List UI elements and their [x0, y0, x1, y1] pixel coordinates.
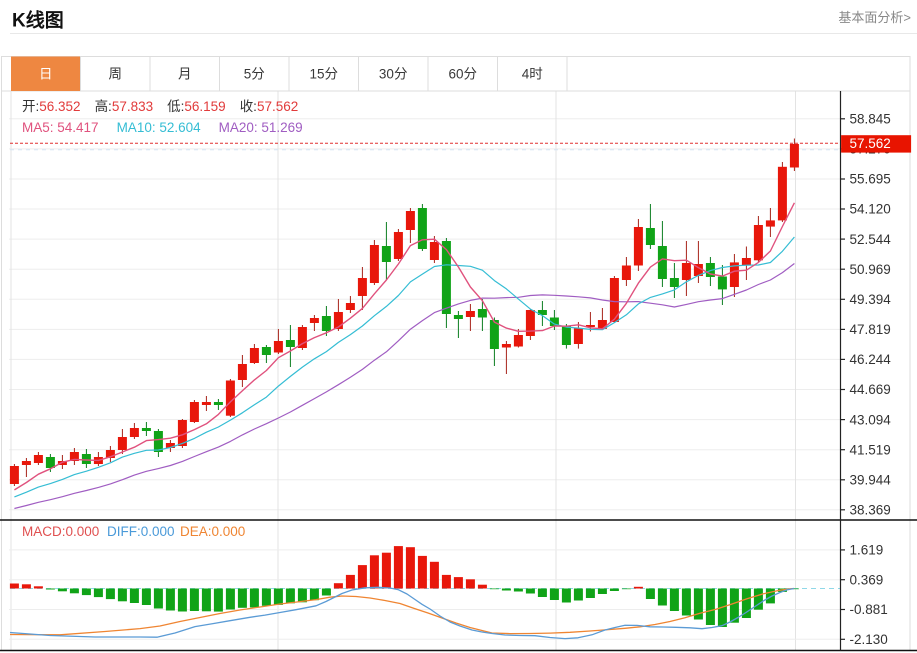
svg-text:60分: 60分	[449, 67, 478, 82]
svg-text:54.120: 54.120	[850, 202, 891, 217]
svg-text:55.695: 55.695	[850, 172, 891, 187]
svg-text:43.094: 43.094	[850, 412, 892, 427]
svg-text:DIFF:0.000: DIFF:0.000	[107, 524, 175, 539]
svg-text:38.369: 38.369	[850, 503, 891, 518]
svg-text:44.669: 44.669	[850, 382, 891, 397]
svg-text:30分: 30分	[379, 67, 408, 82]
svg-text:基本面分析>: 基本面分析>	[838, 10, 911, 25]
svg-text:4时: 4时	[522, 67, 543, 82]
svg-text:MACD:0.000: MACD:0.000	[22, 524, 99, 539]
svg-text:50.969: 50.969	[850, 262, 891, 277]
svg-text:49.394: 49.394	[850, 292, 892, 307]
svg-text:39.944: 39.944	[850, 473, 892, 488]
svg-text:46.244: 46.244	[850, 352, 892, 367]
svg-text:DEA:0.000: DEA:0.000	[180, 524, 245, 539]
svg-text:15分: 15分	[310, 67, 339, 82]
svg-text:K线图: K线图	[12, 9, 64, 32]
svg-text:41.519: 41.519	[850, 442, 891, 457]
svg-text:-2.130: -2.130	[850, 632, 888, 647]
svg-text:5分: 5分	[244, 67, 265, 82]
svg-text:0.369: 0.369	[850, 572, 884, 587]
svg-text:58.845: 58.845	[850, 112, 891, 127]
svg-text:47.819: 47.819	[850, 322, 891, 337]
svg-text:-0.881: -0.881	[850, 602, 888, 617]
svg-text:52.544: 52.544	[850, 232, 892, 247]
svg-text:日: 日	[39, 67, 53, 82]
svg-text:57.562: 57.562	[850, 136, 891, 151]
svg-text:周: 周	[108, 67, 122, 82]
svg-text:1.619: 1.619	[850, 543, 884, 558]
svg-text:月: 月	[178, 67, 192, 82]
